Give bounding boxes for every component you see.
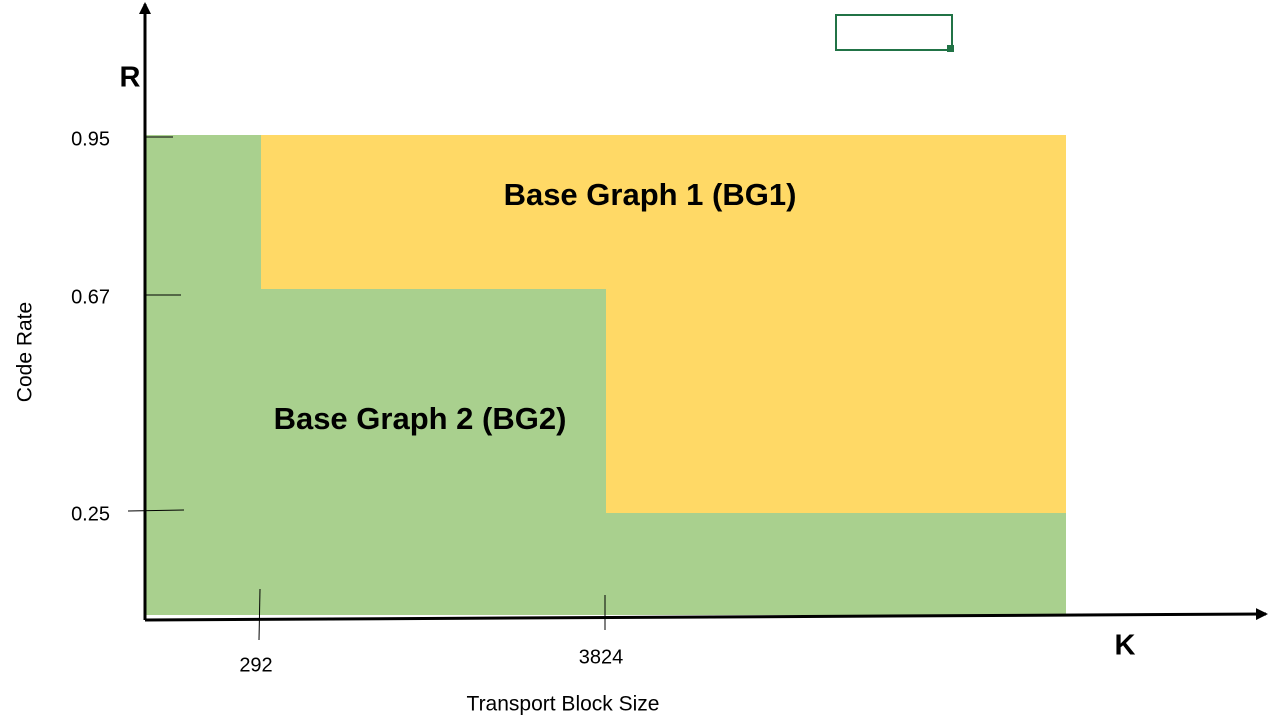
region-label: Base Graph 1 (BG1) — [504, 177, 797, 212]
x-axis — [144, 608, 1268, 622]
x-tick-label: 292 — [239, 654, 272, 676]
bg1-region — [261, 135, 1066, 513]
region-label: Base Graph 2 (BG2) — [274, 401, 567, 436]
x-symbol: K — [1115, 630, 1136, 662]
y-tick-label: 0.95 — [71, 128, 110, 150]
x-tick — [258, 588, 261, 641]
x-title: Transport Block Size — [467, 693, 660, 716]
y-tick-label: 0.67 — [71, 286, 110, 308]
x-tick-label: 3824 — [579, 646, 624, 668]
y-title: Code Rate — [14, 302, 37, 402]
y-tick — [127, 509, 185, 512]
selection-handle — [947, 45, 954, 52]
selection-box — [835, 14, 953, 51]
y-symbol: R — [120, 62, 141, 94]
y-tick-label: 0.25 — [71, 503, 110, 525]
